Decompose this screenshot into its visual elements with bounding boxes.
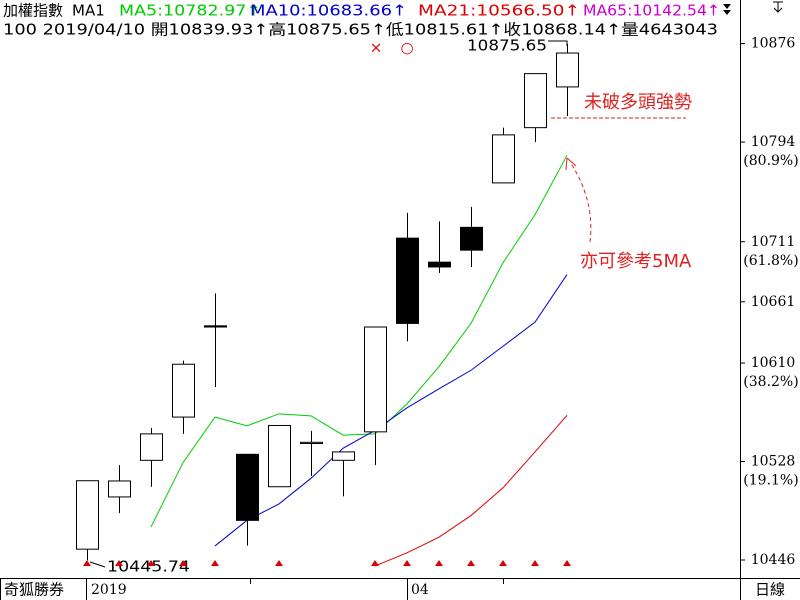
fib-label: (19.1%) (743, 473, 798, 489)
ma-label: MA10:10683.66↑ (250, 2, 407, 20)
ma-label: MA21:10566.50↑ (418, 2, 580, 20)
header-info: 100 2019/04/10 開10839.93↑高10875.65↑低1081… (3, 21, 718, 39)
arrow-head (565, 157, 577, 171)
y-tick-label: 10711 (751, 234, 796, 250)
ma-line (374, 414, 568, 567)
candle-body (140, 433, 163, 461)
candle-body (524, 73, 547, 129)
ma-label: MA5:10782.97↑ (119, 2, 261, 20)
ma-label: MA65:10142.54↑ (583, 2, 720, 20)
candle-body (460, 226, 483, 251)
ma-line (214, 274, 568, 547)
fib-label: (61.8%) (743, 253, 798, 269)
signal-mark: × (370, 39, 383, 57)
leader-line (89, 561, 106, 568)
scroll-down[interactable] (723, 4, 731, 15)
candle-body (76, 480, 99, 550)
ma-line (150, 155, 568, 528)
footer-label: 日線 (755, 581, 785, 599)
annotation: 亦可參考5MA (580, 251, 692, 272)
candle-body (332, 451, 355, 461)
candle-body (556, 52, 579, 88)
y-tick-label: 10610 (751, 355, 796, 371)
annotation-arrow (569, 161, 592, 243)
footer-label: 奇狐勝券 (4, 581, 64, 599)
x-tick-label: 2019 (91, 582, 127, 598)
x-tick-label: 04 (411, 582, 429, 598)
signal-mark: ○ (400, 39, 413, 57)
candle-body (108, 480, 131, 498)
candle-body (204, 325, 227, 328)
y-tick-label: 10528 (751, 454, 796, 470)
candle-body (236, 453, 259, 521)
y-tick-label: 10661 (751, 294, 796, 310)
fib-label: (80.9%) (743, 153, 798, 169)
y-tick-label: 10876 (751, 36, 796, 52)
annotation: 未破多頭強勢 (584, 92, 692, 113)
candle-body (300, 441, 323, 444)
candle-body (268, 424, 291, 488)
y-tick-label: 10794 (751, 134, 796, 150)
y-tick-label: 10446 (751, 552, 796, 568)
fib-label: (38.2%) (743, 374, 798, 390)
candle-body (428, 261, 451, 268)
candle-body (172, 363, 195, 418)
low-label: 10445.74 (107, 558, 190, 576)
candle-body (396, 237, 419, 324)
scroll-end[interactable] (773, 1, 783, 13)
scroll-buttons[interactable] (723, 1, 783, 15)
header-title: 加權指數 (3, 2, 63, 20)
candle-body (492, 134, 515, 184)
high-label: 10875.65 (467, 37, 547, 55)
candle-body (364, 326, 387, 433)
header-indicator: MA1 (72, 2, 105, 20)
